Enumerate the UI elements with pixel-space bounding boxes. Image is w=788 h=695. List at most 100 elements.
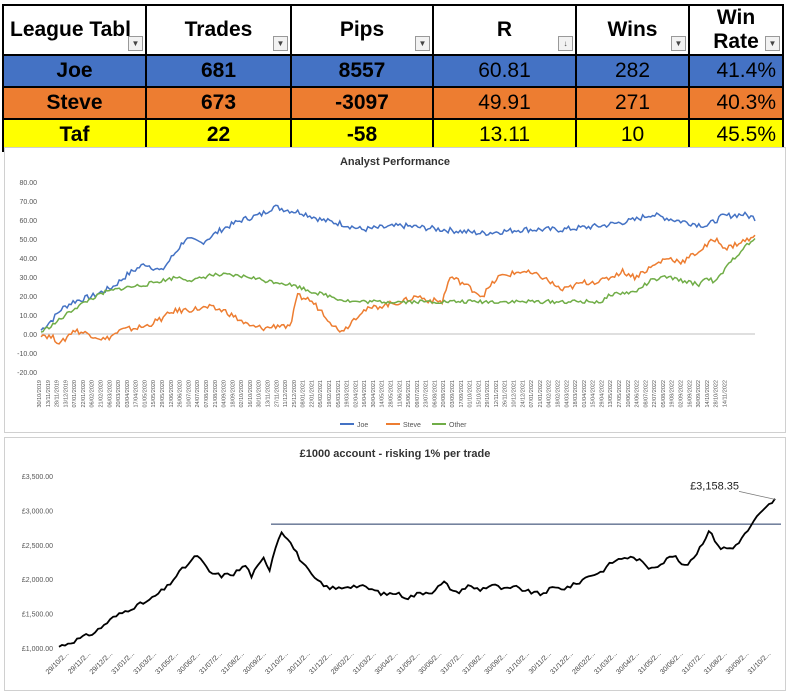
header-win-rate: Win Rate ▼ [688, 4, 784, 56]
chart-title: £1000 account - risking 1% per trade [300, 448, 491, 460]
x-tick-label: 15/10/2021 [476, 380, 482, 408]
x-tick-label: 24/07/2020 [195, 380, 201, 408]
cell-name: Steve [2, 86, 147, 120]
x-tick-label: 06/02/2020 [90, 380, 96, 408]
x-tick-label: 20/03/2020 [116, 380, 122, 408]
chart-title: Analyst Performance [340, 156, 450, 168]
x-tick-label: 28/05/2021 [389, 380, 395, 408]
x-tick-label: 22/07/2022 [652, 380, 658, 408]
cell-r: 60.81 [432, 54, 577, 88]
y-tick-label: 10.00 [19, 313, 37, 320]
y-tick-label: 50.00 [19, 237, 37, 244]
y-tick-label: £3,500.00 [22, 474, 53, 481]
table-row-joe: Joe 681 8557 60.81 282 41.4% [2, 54, 784, 88]
series-line-account [58, 498, 776, 648]
x-tick-label: 18/03/2022 [573, 380, 579, 408]
x-tick-label: 13/11/2019 [46, 380, 52, 407]
x-tick-label: 28/11/2019 [55, 380, 61, 407]
y-tick-label: £3,000.00 [22, 508, 53, 515]
cell-win-rate: 41.4% [688, 54, 784, 88]
x-tick-label: 18/02/2022 [555, 380, 561, 408]
x-tick-label: 30/09/2022 [696, 380, 702, 408]
x-tick-label: 22/01/2021 [309, 380, 315, 408]
x-tick-label: 12/06/2020 [169, 380, 175, 408]
x-tick-label: 09/07/2021 [415, 380, 421, 408]
x-tick-label: 17/09/2021 [459, 380, 465, 408]
x-tick-label: 29/10/2... [45, 650, 71, 676]
header-pips: Pips ▼ [290, 4, 434, 56]
table-header-row: League Tabl ▼ Trades ▼ Pips ▼ R ↓ Wins ▼ Win … [2, 4, 784, 56]
series-line-joe [40, 204, 756, 331]
filter-dropdown-icon[interactable]: ▼ [273, 36, 288, 51]
x-tick-label: 29/05/2020 [160, 380, 166, 408]
x-tick-label: 06/03/2020 [107, 380, 113, 408]
filter-dropdown-icon[interactable]: ▼ [765, 36, 780, 51]
x-tick-label: 25/12/2020 [292, 380, 298, 408]
x-tick-label: 02/09/2022 [679, 380, 685, 408]
filter-dropdown-icon[interactable]: ▼ [671, 36, 686, 51]
filter-dropdown-icon[interactable]: ▼ [415, 36, 430, 51]
x-tick-label: 19/08/2022 [670, 380, 676, 408]
x-tick-label: 27/05/2022 [617, 380, 623, 408]
x-tick-label: 04/03/2022 [564, 380, 570, 408]
x-tick-label: 17/04/2020 [134, 380, 140, 408]
cell-name: Joe [2, 54, 147, 88]
analyst-performance-chart-panel: Analyst Performance -20.00 -10.00 0.00 10.00… [4, 147, 786, 433]
x-tick-label: 25/06/2021 [406, 380, 412, 408]
x-tick-label: 06/08/2021 [432, 380, 438, 408]
header-r: R ↓ [432, 4, 577, 56]
sort-dropdown-icon[interactable]: ↓ [558, 36, 573, 51]
legend-label-steve: Steve [403, 422, 421, 429]
table-row-taf: Taf 22 -58 13.11 10 45.5% [2, 118, 784, 152]
x-tick-label: 18/09/2020 [230, 380, 236, 408]
series-line-other [40, 237, 756, 333]
x-tick-label: 21/02/2020 [99, 380, 105, 408]
x-tick-label: 03/04/2020 [125, 380, 131, 408]
cell-name: Taf [2, 118, 147, 152]
cell-r: 49.91 [432, 86, 577, 120]
legend-label-other: Other [449, 422, 467, 429]
y-tick-label: -20.00 [17, 370, 37, 377]
y-tick-label: 40.00 [19, 256, 37, 263]
x-tick-label: 26/06/2020 [178, 380, 184, 408]
y-tick-label: 30.00 [19, 275, 37, 282]
y-tick-label: 80.00 [19, 180, 37, 187]
x-tick-label: 20/08/2021 [441, 380, 447, 408]
x-tick-label: 14/10/2022 [705, 380, 711, 408]
x-tick-label: 30/04/2021 [371, 380, 377, 408]
y-tick-label: £2,000.00 [22, 577, 53, 584]
cell-wins: 10 [575, 118, 690, 152]
header-wins: Wins ▼ [575, 4, 690, 56]
annotation-label: £3,158.35 [690, 480, 739, 492]
x-tick-label: 07/01/2022 [529, 380, 535, 408]
cell-win-rate: 40.3% [688, 86, 784, 120]
x-tick-label: 15/04/2022 [591, 380, 597, 408]
x-tick-label: 21/01/2022 [538, 380, 544, 408]
table-row-steve: Steve 673 -3097 49.91 271 40.3% [2, 86, 784, 120]
x-tick-label: 31/10/2... [506, 650, 532, 676]
x-tick-label: 31/10/2... [747, 650, 773, 676]
x-tick-label: 13/12/2019 [63, 380, 69, 408]
cell-pips: -3097 [290, 86, 434, 120]
series-line-steve [40, 234, 756, 345]
x-tick-label: 05/03/2021 [336, 380, 342, 408]
x-tick-label: 16/10/2020 [248, 380, 254, 408]
x-tick-label: 01/10/2021 [468, 380, 474, 408]
x-tick-label: 16/04/2021 [362, 380, 368, 408]
header-label: Pips [339, 18, 385, 41]
x-tick-label: 30/10/2020 [257, 380, 263, 408]
x-tick-label: 10/07/2020 [186, 380, 192, 408]
header-label: R [496, 18, 513, 41]
header-label: Wins [607, 18, 658, 41]
x-tick-label: 10/06/2022 [626, 380, 632, 408]
x-tick-label: 03/09/2021 [450, 380, 456, 408]
filter-dropdown-icon[interactable]: ▼ [128, 36, 143, 51]
cell-wins: 282 [575, 54, 690, 88]
annotation-leader-line [738, 491, 776, 500]
x-tick-label: 11/06/2021 [397, 380, 403, 407]
y-tick-label: 60.00 [19, 218, 37, 225]
x-tick-label: 05/02/2021 [318, 380, 324, 408]
header-trades: Trades ▼ [145, 4, 292, 56]
x-tick-label: 27/11/2020 [274, 380, 280, 407]
x-tick-label: 07/01/2020 [72, 380, 78, 408]
